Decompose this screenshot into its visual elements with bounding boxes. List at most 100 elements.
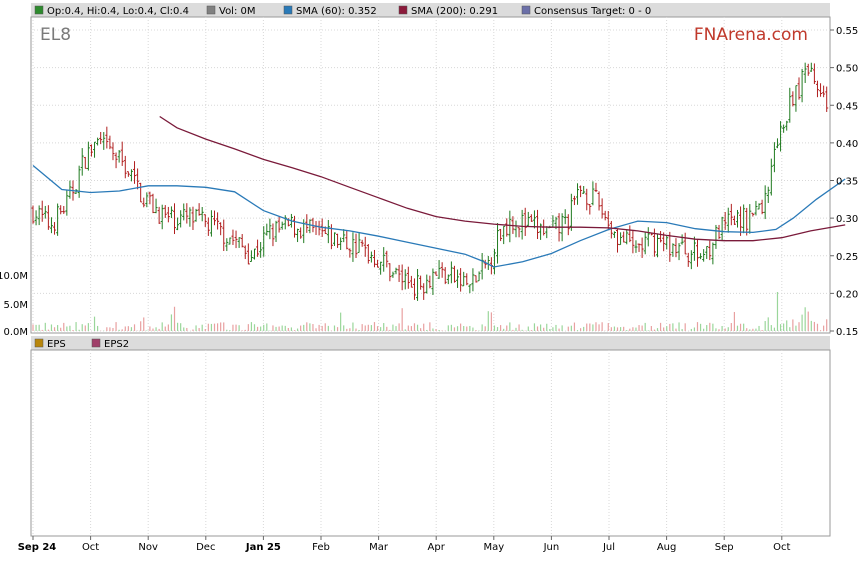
ohlc-bar [732, 215, 736, 225]
volume-axis: 10.0M 5.0M 0.0M [0, 271, 28, 338]
ohlc-bar [434, 271, 438, 276]
ohlc-bar [34, 210, 38, 226]
ohlc-bar [102, 132, 106, 150]
eps-grid [32, 350, 783, 536]
ohlc-bar [43, 205, 47, 219]
ohlc-bar [751, 212, 755, 217]
ohlc-bar [591, 181, 595, 206]
ohlc-bar [425, 274, 429, 294]
ohlc-bar [37, 205, 41, 226]
ohlc-bar [788, 87, 792, 123]
ohlc-bar [452, 265, 456, 283]
ohlc-bar [726, 207, 730, 233]
ohlc-bar [465, 273, 469, 286]
ohlc-bar [96, 137, 100, 146]
ohlc-bar [468, 284, 472, 294]
ohlc-bar [348, 248, 352, 258]
legend-top-swatch-1 [206, 5, 216, 15]
ohlc-bar [782, 124, 786, 133]
ohlc-bar [656, 233, 660, 258]
time-tick-label-7: Apr [428, 542, 446, 553]
ohlc-bar [637, 243, 641, 252]
ohlc-bar [403, 269, 407, 290]
time-tick-label-10: Jul [602, 542, 615, 553]
ohlc-bar [462, 271, 466, 287]
ohlc-bar [600, 198, 604, 219]
ohlc-bar [246, 243, 250, 265]
ohlc-bar [206, 217, 210, 236]
ohlc-bar [529, 214, 533, 222]
ohlc-bar [812, 63, 816, 85]
ohlc-bar [345, 230, 349, 250]
ohlc-bar [446, 274, 450, 285]
price-tick-label-1: 0.50 [836, 64, 858, 75]
ohlc-bar [277, 216, 281, 233]
legend-bottom-swatch-0 [34, 338, 44, 348]
ohlc-bar [216, 212, 220, 230]
price-tick-label-0: 0.55 [836, 26, 858, 37]
ohlc-bar [665, 235, 669, 250]
ohlc-bar [769, 158, 773, 196]
ohlc-bar [299, 227, 303, 239]
ohlc-bar [200, 207, 204, 222]
ohlc-bar [252, 248, 256, 260]
time-tick-label-8: May [483, 542, 504, 553]
ohlc-bar [265, 223, 269, 236]
ohlc-bar [597, 191, 601, 211]
ohlc-bar [83, 156, 87, 169]
ohlc-bar [659, 231, 663, 243]
ohlc-bar [499, 228, 503, 242]
ohlc-bar [692, 236, 696, 261]
fnarena-watermark: FNArena.com [694, 25, 808, 45]
legend-top-label-3: SMA (200): 0.291 [411, 6, 498, 17]
ohlc-bar [166, 206, 170, 223]
ohlc-bar [133, 161, 137, 184]
ohlc-bar [151, 193, 155, 214]
price-tick-label-8: 0.15 [836, 327, 858, 338]
ohlc-bar [259, 242, 263, 258]
time-tick-label-5: Feb [312, 542, 330, 553]
ohlc-bar [56, 203, 60, 236]
ohlc-bar [683, 232, 687, 255]
ohlc-bar [397, 264, 401, 282]
time-tick-label-13: Oct [773, 542, 790, 553]
ohlc-bar [185, 203, 189, 224]
ohlc-bar [372, 249, 376, 268]
ohlc-bar [699, 253, 703, 260]
ohlc-bar [505, 218, 509, 237]
sma200-line [159, 115, 846, 242]
ohlc-bar [391, 271, 395, 278]
ohlc-bar [249, 250, 253, 262]
ohlc-bar [760, 199, 764, 215]
ohlc-bar [671, 243, 675, 257]
ohlc-bar [720, 216, 724, 241]
ohlc-bar [825, 86, 829, 112]
ohlc-bar [576, 183, 580, 205]
ohlc-bar [763, 185, 767, 220]
legend-top-swatch-0 [34, 5, 44, 15]
legend-top-swatch-2 [283, 5, 293, 15]
ohlc-bar [237, 237, 241, 248]
legend-bar-bottom [31, 336, 830, 350]
ohlc-bar [708, 240, 712, 261]
ohlc-bar [357, 232, 361, 253]
ohlc-bar [689, 250, 693, 270]
ohlc-bar [65, 190, 69, 216]
price-grid [31, 17, 830, 333]
time-tick-label-12: Sep [715, 542, 734, 553]
ohlc-bar [268, 218, 272, 240]
price-tick-label-5: 0.30 [836, 214, 858, 225]
ohlc-bar [532, 210, 536, 229]
ohlc-bar [474, 275, 478, 283]
ohlc-bar [379, 261, 383, 275]
time-tick-label-1: Oct [82, 542, 99, 553]
ohlc-bar [123, 155, 127, 179]
ohlc-bar [53, 222, 57, 235]
time-tick-label-3: Dec [196, 542, 215, 553]
ohlc-bar [46, 205, 50, 230]
ohlc-bar [803, 62, 807, 84]
ohlc-bar [182, 203, 186, 221]
ohlc-bar [606, 210, 610, 231]
ohlc-bar [296, 228, 300, 243]
ohlc-bar [437, 260, 441, 279]
